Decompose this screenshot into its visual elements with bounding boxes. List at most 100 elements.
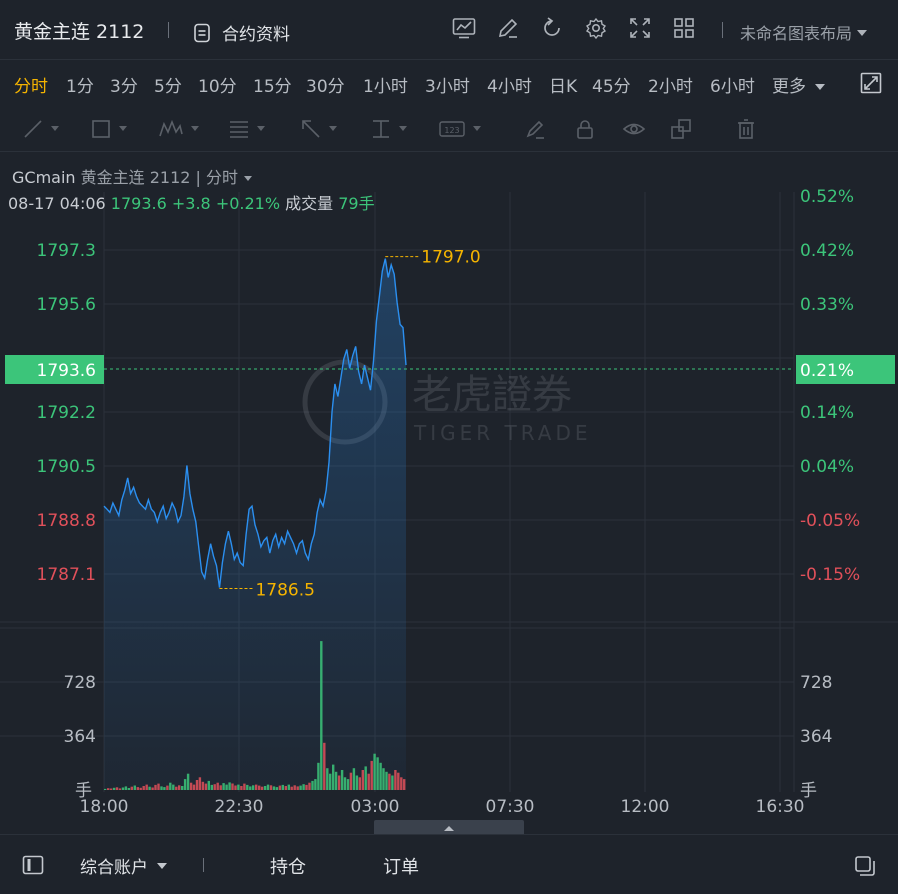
- text-tool[interactable]: 123: [438, 118, 482, 140]
- divider: [168, 22, 169, 38]
- volume-bar: [115, 787, 119, 790]
- volume-bar: [296, 786, 299, 790]
- fullscreen-icon[interactable]: [628, 16, 652, 40]
- layout-label: 未命名图表布局: [740, 24, 853, 43]
- volume-bar: [252, 785, 255, 790]
- period-tab[interactable]: 10分: [198, 77, 237, 97]
- price-tick-label: 1792.2: [37, 403, 96, 423]
- volume-bar: [186, 773, 190, 790]
- current-percent-label: 0.21%: [800, 361, 854, 381]
- instrument-title[interactable]: 黄金主连 2112: [14, 21, 145, 43]
- time-tick-label: 12:00: [621, 797, 670, 817]
- price-tick-label: 1797.3: [37, 241, 96, 261]
- edit-icon[interactable]: [496, 16, 520, 40]
- eye-icon[interactable]: [622, 118, 646, 140]
- quote-datetime: 08-17 04:06: [8, 194, 106, 213]
- volume-bar: [391, 775, 394, 790]
- expand-icon[interactable]: [860, 72, 882, 98]
- volume-bar: [118, 788, 122, 790]
- period-tab[interactable]: 1小时: [363, 77, 408, 97]
- period-tab[interactable]: 2小时: [648, 77, 693, 97]
- volume-tick-label: 364: [64, 727, 96, 747]
- positions-tab[interactable]: 持仓: [270, 857, 306, 878]
- volume-bar: [127, 788, 131, 790]
- wave-tool[interactable]: [158, 118, 200, 140]
- arrow-tool[interactable]: [300, 118, 338, 140]
- period-tab[interactable]: 45分: [592, 77, 631, 97]
- volume-bar: [379, 762, 382, 790]
- time-tick-label: 03:00: [351, 797, 400, 817]
- period-tab[interactable]: 5分: [154, 77, 182, 97]
- volume-bar: [343, 777, 347, 790]
- chart-area[interactable]: 老虎證券 TIGER TRADE 1797.0 1786.5 1797.3 1795…: [0, 152, 898, 820]
- orders-tab[interactable]: 订单: [383, 857, 419, 878]
- settings-icon[interactable]: [584, 16, 608, 40]
- volume-bar: [287, 784, 290, 790]
- period-tab[interactable]: 更多: [772, 72, 826, 97]
- volume-bar: [130, 786, 133, 790]
- period-tab[interactable]: 3分: [110, 77, 138, 97]
- caret-up-icon: [444, 826, 454, 831]
- period-tab[interactable]: 4小时: [487, 77, 532, 97]
- price-chart[interactable]: 老虎證券 TIGER TRADE 1797.0 1786.5 1797.3 1795…: [0, 152, 898, 820]
- indicator-icon[interactable]: [452, 16, 476, 40]
- volume-bar: [340, 770, 344, 790]
- trend-line-icon: [24, 120, 42, 138]
- brush-icon[interactable]: [524, 118, 546, 140]
- volume-bar: [231, 783, 234, 790]
- rectangle-tool[interactable]: [90, 118, 128, 140]
- caret-down-icon: [473, 126, 481, 131]
- volume-bar: [349, 772, 353, 790]
- lock-icon[interactable]: [574, 118, 596, 140]
- volume-bar: [323, 742, 326, 790]
- panel-drag-handle[interactable]: [374, 820, 524, 834]
- volume-tick-label: 728: [64, 673, 96, 693]
- period-tab[interactable]: 15分: [253, 77, 292, 97]
- sidebar-toggle-icon[interactable]: [22, 855, 44, 879]
- volume-unit-label: 手: [75, 781, 92, 801]
- time-tick-label: 16:30: [756, 797, 805, 817]
- volume-bar: [133, 785, 136, 790]
- volume-bar: [163, 787, 166, 790]
- period-tab[interactable]: 日K: [549, 77, 578, 97]
- high-marker-label: 1797.0: [421, 248, 480, 268]
- price-tick-label: 1788.8: [37, 511, 96, 531]
- volume-bar: [219, 785, 222, 790]
- layers-icon[interactable]: [670, 118, 692, 140]
- measure-tool[interactable]: [370, 118, 408, 140]
- volume-bar: [207, 780, 210, 790]
- volume-bar: [124, 786, 128, 790]
- fibonacci-tool[interactable]: [228, 118, 266, 140]
- quote-info: 08-17 04:06 1793.6 +3.8 +0.21% 成交量 79手: [8, 190, 375, 214]
- price-line: [103, 258, 407, 588]
- period-tab[interactable]: 分时: [14, 77, 48, 97]
- period-tab[interactable]: 3小时: [425, 77, 470, 97]
- grid-layout-icon[interactable]: [672, 16, 696, 40]
- period-selector[interactable]: 分时: [206, 168, 239, 187]
- contract-info-label: 合约资料: [222, 25, 290, 45]
- percent-tick-label: -0.15%: [800, 565, 860, 585]
- popout-icon[interactable]: [854, 855, 876, 881]
- volume-bar: [246, 784, 249, 790]
- volume-bar: [213, 784, 216, 790]
- line-tool[interactable]: [22, 118, 60, 140]
- caret-down-icon: [856, 23, 868, 42]
- layout-selector[interactable]: 未命名图表布局: [740, 20, 868, 44]
- period-tab[interactable]: 30分: [306, 77, 345, 97]
- period-tab[interactable]: 1分: [66, 77, 94, 97]
- volume-bar: [305, 784, 308, 790]
- volume-bar: [337, 775, 341, 790]
- percent-tick-label: 0.04%: [800, 457, 854, 477]
- volume-bar: [189, 782, 193, 790]
- period-tab[interactable]: 6小时: [710, 77, 755, 97]
- trash-icon[interactable]: [736, 118, 756, 140]
- volume-bar: [308, 782, 311, 790]
- caret-down-icon: [157, 862, 167, 869]
- low-marker-label: 1786.5: [255, 581, 314, 601]
- account-selector[interactable]: 综合账户: [80, 853, 168, 878]
- refresh-icon[interactable]: [540, 16, 564, 40]
- contract-info-button[interactable]: 合约资料: [190, 20, 290, 45]
- symbol-code: GCmain: [12, 168, 76, 187]
- volume-bar: [148, 786, 151, 790]
- volume-bar: [329, 773, 332, 790]
